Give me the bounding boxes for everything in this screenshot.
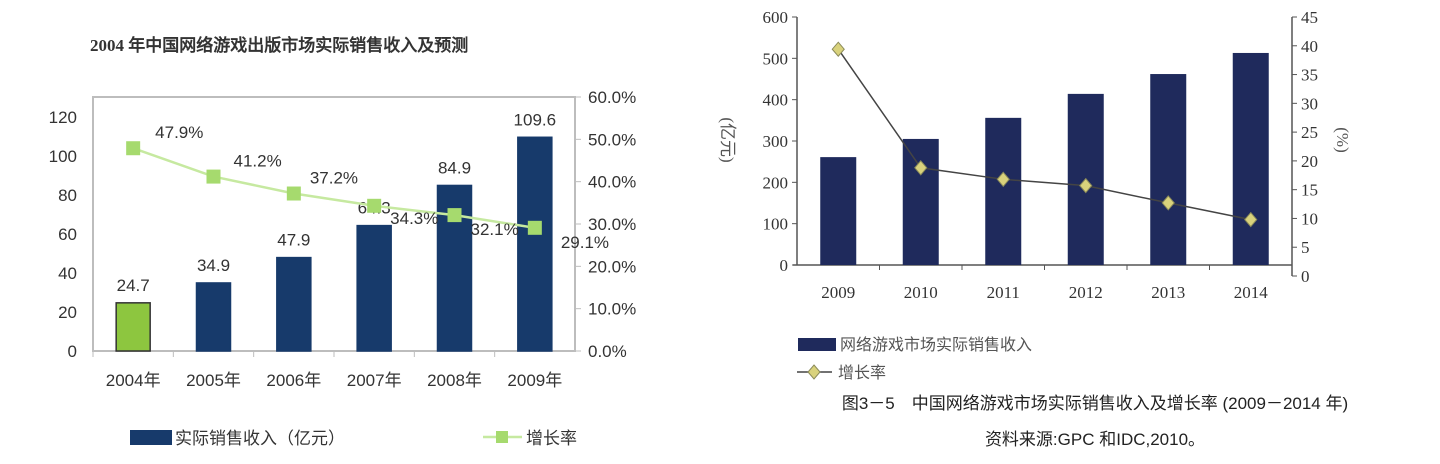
y2-tick-label: 10 — [1301, 209, 1318, 228]
growth-marker-2009 — [831, 41, 845, 57]
chart-title: 2004 年中国网络游戏出版市场实际销售收入及预测 — [90, 35, 468, 55]
growth-value-label: 34.3% — [390, 209, 438, 228]
bar-2006年 — [276, 256, 312, 352]
y2-tick-label: 50.0% — [588, 130, 636, 149]
y-tick-label: 100 — [763, 215, 789, 234]
legend-marker-swatch — [496, 431, 508, 443]
figure-caption: 图3－5 中国网络游戏市场实际销售收入及增长率 (2009－2014 年) — [842, 394, 1348, 413]
growth-value-label: 47.9% — [155, 123, 203, 142]
legend-line-label: 增长率 — [526, 429, 577, 448]
y2-tick-label: 20.0% — [588, 257, 636, 276]
bar-value-label: 34.9 — [197, 256, 230, 275]
legend-bar-label: 实际销售收入（亿元） — [175, 429, 345, 448]
legend-bar-label: 网络游戏市场实际销售收入 — [840, 335, 1032, 354]
x-tick-label: 2011 — [987, 283, 1020, 302]
x-tick-label: 2014 — [1234, 283, 1269, 302]
bar-2011 — [985, 117, 1022, 265]
bar-2010 — [902, 138, 939, 265]
growth-marker-2009年 — [527, 220, 542, 235]
y2-tick-label: 25 — [1301, 123, 1318, 142]
y2-tick-label: 60.0% — [588, 88, 636, 107]
y2-tick-label: 10.0% — [588, 300, 636, 319]
growth-value-label: 41.2% — [234, 152, 282, 171]
growth-value-label: 37.2% — [310, 169, 358, 188]
y2-axis-title: (%) — [1333, 127, 1352, 152]
bar-value-label: 24.7 — [117, 276, 150, 295]
y2-tick-label: 30 — [1301, 94, 1318, 113]
x-tick-label: 2006年 — [266, 371, 321, 390]
y-tick-label: 0 — [68, 342, 77, 361]
y-tick-label: 20 — [58, 303, 77, 322]
x-tick-label: 2012 — [1069, 283, 1103, 302]
growth-marker-2008年 — [447, 208, 462, 223]
y-tick-label: 300 — [763, 132, 789, 151]
bar-2014 — [1232, 52, 1269, 266]
x-tick-label: 2009年 — [507, 371, 562, 390]
bar-2005年 — [195, 282, 232, 352]
growth-marker-2004年 — [126, 141, 141, 156]
bar-value-label: 109.6 — [514, 110, 557, 129]
growth-marker-2014 — [1244, 211, 1258, 228]
y-tick-label: 500 — [763, 49, 789, 68]
legend-bar-swatch — [798, 338, 836, 351]
bar-value-label: 47.9 — [277, 231, 310, 250]
growth-marker-2011 — [996, 171, 1010, 188]
y2-tick-label: 40.0% — [588, 173, 636, 192]
growth-marker-2005年 — [206, 169, 221, 184]
y-axis-title: (亿元) — [718, 117, 737, 162]
x-tick-label: 2007年 — [347, 371, 402, 390]
y-tick-label: 400 — [763, 91, 789, 110]
bar-2013 — [1150, 74, 1187, 265]
bar-2007年 — [356, 224, 392, 352]
y2-tick-label: 30.0% — [588, 215, 636, 234]
y-tick-label: 120 — [49, 108, 77, 127]
growth-marker-2006年 — [286, 186, 301, 201]
y-tick-label: 0 — [780, 256, 789, 275]
y2-tick-label: 0.0% — [588, 342, 627, 361]
y-tick-label: 200 — [763, 173, 789, 192]
x-tick-label: 2004年 — [106, 371, 161, 390]
bar-value-label: 84.9 — [438, 158, 471, 177]
x-tick-label: 2009 — [821, 283, 855, 302]
y-tick-label: 100 — [49, 147, 77, 166]
growth-marker-2013 — [1161, 195, 1175, 211]
growth-rate-line — [132, 147, 536, 230]
y-tick-label: 60 — [58, 225, 77, 244]
y2-tick-label: 40 — [1301, 37, 1318, 56]
x-tick-label: 2010 — [904, 283, 938, 302]
y2-tick-label: 35 — [1301, 66, 1318, 85]
x-tick-label: 2008年 — [427, 371, 482, 390]
x-tick-label: 2005年 — [186, 371, 241, 390]
y-tick-label: 40 — [58, 264, 77, 283]
x-tick-label: 2013 — [1151, 283, 1185, 302]
legend-line-label: 增长率 — [838, 364, 886, 382]
bar-2009年 — [517, 136, 553, 352]
y2-tick-label: 0 — [1301, 267, 1310, 286]
y2-tick-label: 20 — [1301, 152, 1318, 171]
y2-tick-label: 45 — [1301, 8, 1318, 27]
growth-rate-line — [837, 48, 1251, 221]
y-tick-label: 80 — [58, 186, 77, 205]
growth-marker-2010 — [914, 160, 928, 176]
bar-2004年 — [115, 302, 151, 352]
growth-value-label: 29.1% — [561, 233, 609, 252]
y-tick-label: 600 — [763, 8, 789, 27]
growth-marker-2007年 — [367, 198, 382, 213]
legend-bar-swatch — [130, 430, 172, 445]
y2-tick-label: 5 — [1301, 238, 1310, 257]
bar-2009 — [820, 157, 857, 265]
growth-value-label: 32.1% — [471, 220, 519, 239]
legend-marker-swatch — [807, 364, 821, 380]
growth-marker-2012 — [1079, 177, 1093, 194]
y2-tick-label: 15 — [1301, 181, 1318, 200]
figure-source: 资料来源:GPC 和IDC,2010。 — [985, 430, 1205, 449]
